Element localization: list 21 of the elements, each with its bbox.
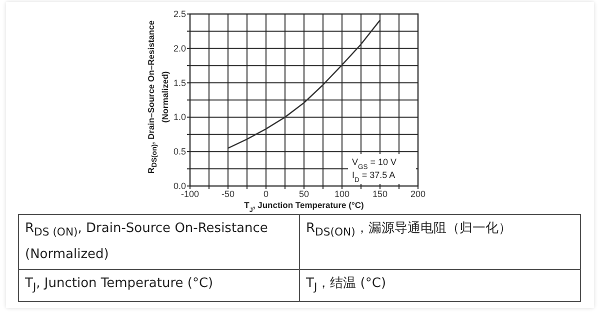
annotation: I$_{D}$ = 37.5 A xyxy=(352,170,396,184)
line-series xyxy=(227,20,381,149)
y-tick-label: 1.5 xyxy=(173,78,186,88)
text: R$_{DS(ON)}$，漏源导通电阻（归一化） xyxy=(300,214,580,270)
y-tick-label: 2.5 xyxy=(173,9,186,19)
x-tick-label: 150 xyxy=(372,189,388,199)
annotation: V$_{GS}$ = 10 V xyxy=(352,157,397,170)
y-tick-label: 0.0 xyxy=(173,181,186,191)
x-tick-label: 0 xyxy=(263,189,269,199)
x-tick-label: 50 xyxy=(298,189,310,199)
y-tick-label: 1.0 xyxy=(173,112,186,122)
x-axis-title: T$_{J}$, Junction Temperature (°C) xyxy=(244,200,364,214)
x-tick-label: 200 xyxy=(410,189,426,199)
text: T$_{J}$, Junction Temperature (°C) xyxy=(18,269,300,302)
text: T$_{J}$，结温 (°C) xyxy=(300,269,580,302)
y-tick-label: 2.0 xyxy=(173,43,186,54)
text: R$_{DS (ON)}$, Drain-Source On-Resistance (Normalized) xyxy=(18,214,300,270)
x-tick-label: 100 xyxy=(334,189,350,199)
x-tick-label: -100 xyxy=(180,189,200,199)
x-tick-label: -50 xyxy=(221,189,235,199)
y-tick-label: 0.5 xyxy=(173,146,186,157)
